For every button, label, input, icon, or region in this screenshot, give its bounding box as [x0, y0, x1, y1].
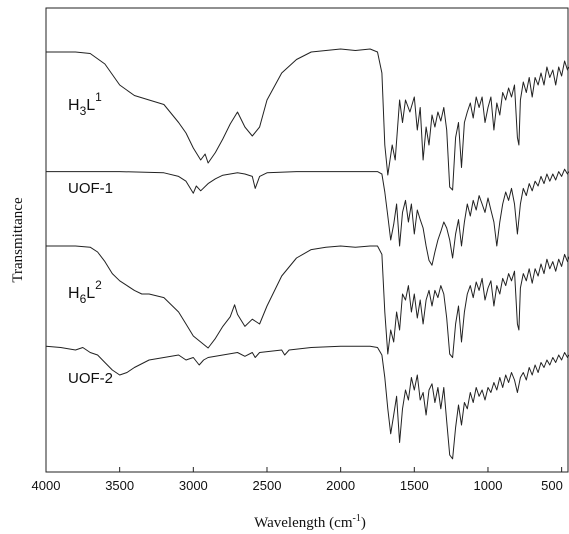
x-tick-label: 2500 [253, 478, 282, 493]
series-label-3: H6L2 [68, 278, 102, 306]
x-tick-label: 4000 [32, 478, 61, 493]
x-axis-title: Wavelength (cm-1) [254, 513, 366, 531]
x-axis-ticks: 4000 3500 3000 2500 2000 1500 1000 500 [32, 467, 563, 493]
spectrum-trace-1 [46, 48, 569, 191]
series-label-2: UOF-1 [68, 180, 113, 197]
x-tick-label: 3000 [179, 478, 208, 493]
y-axis-title: Transmittance [10, 197, 26, 283]
spectrum-trace-2 [46, 168, 569, 266]
series-label-1: H3L1 [68, 90, 102, 118]
x-tick-label: 1500 [400, 478, 429, 493]
series-label-4: UOF-2 [68, 370, 113, 387]
spectrum-trace-4 [45, 345, 569, 460]
spectra-traces [45, 48, 569, 460]
series-labels: H3L1 UOF-1 H6L2 UOF-2 [68, 90, 113, 387]
x-tick-label: 1000 [474, 478, 503, 493]
x-tick-label: 3500 [105, 478, 134, 493]
x-tick-label: 2000 [326, 478, 355, 493]
spectrum-trace-3 [46, 245, 569, 359]
plot-frame [45, 7, 569, 473]
x-tick-label: 500 [541, 478, 563, 493]
